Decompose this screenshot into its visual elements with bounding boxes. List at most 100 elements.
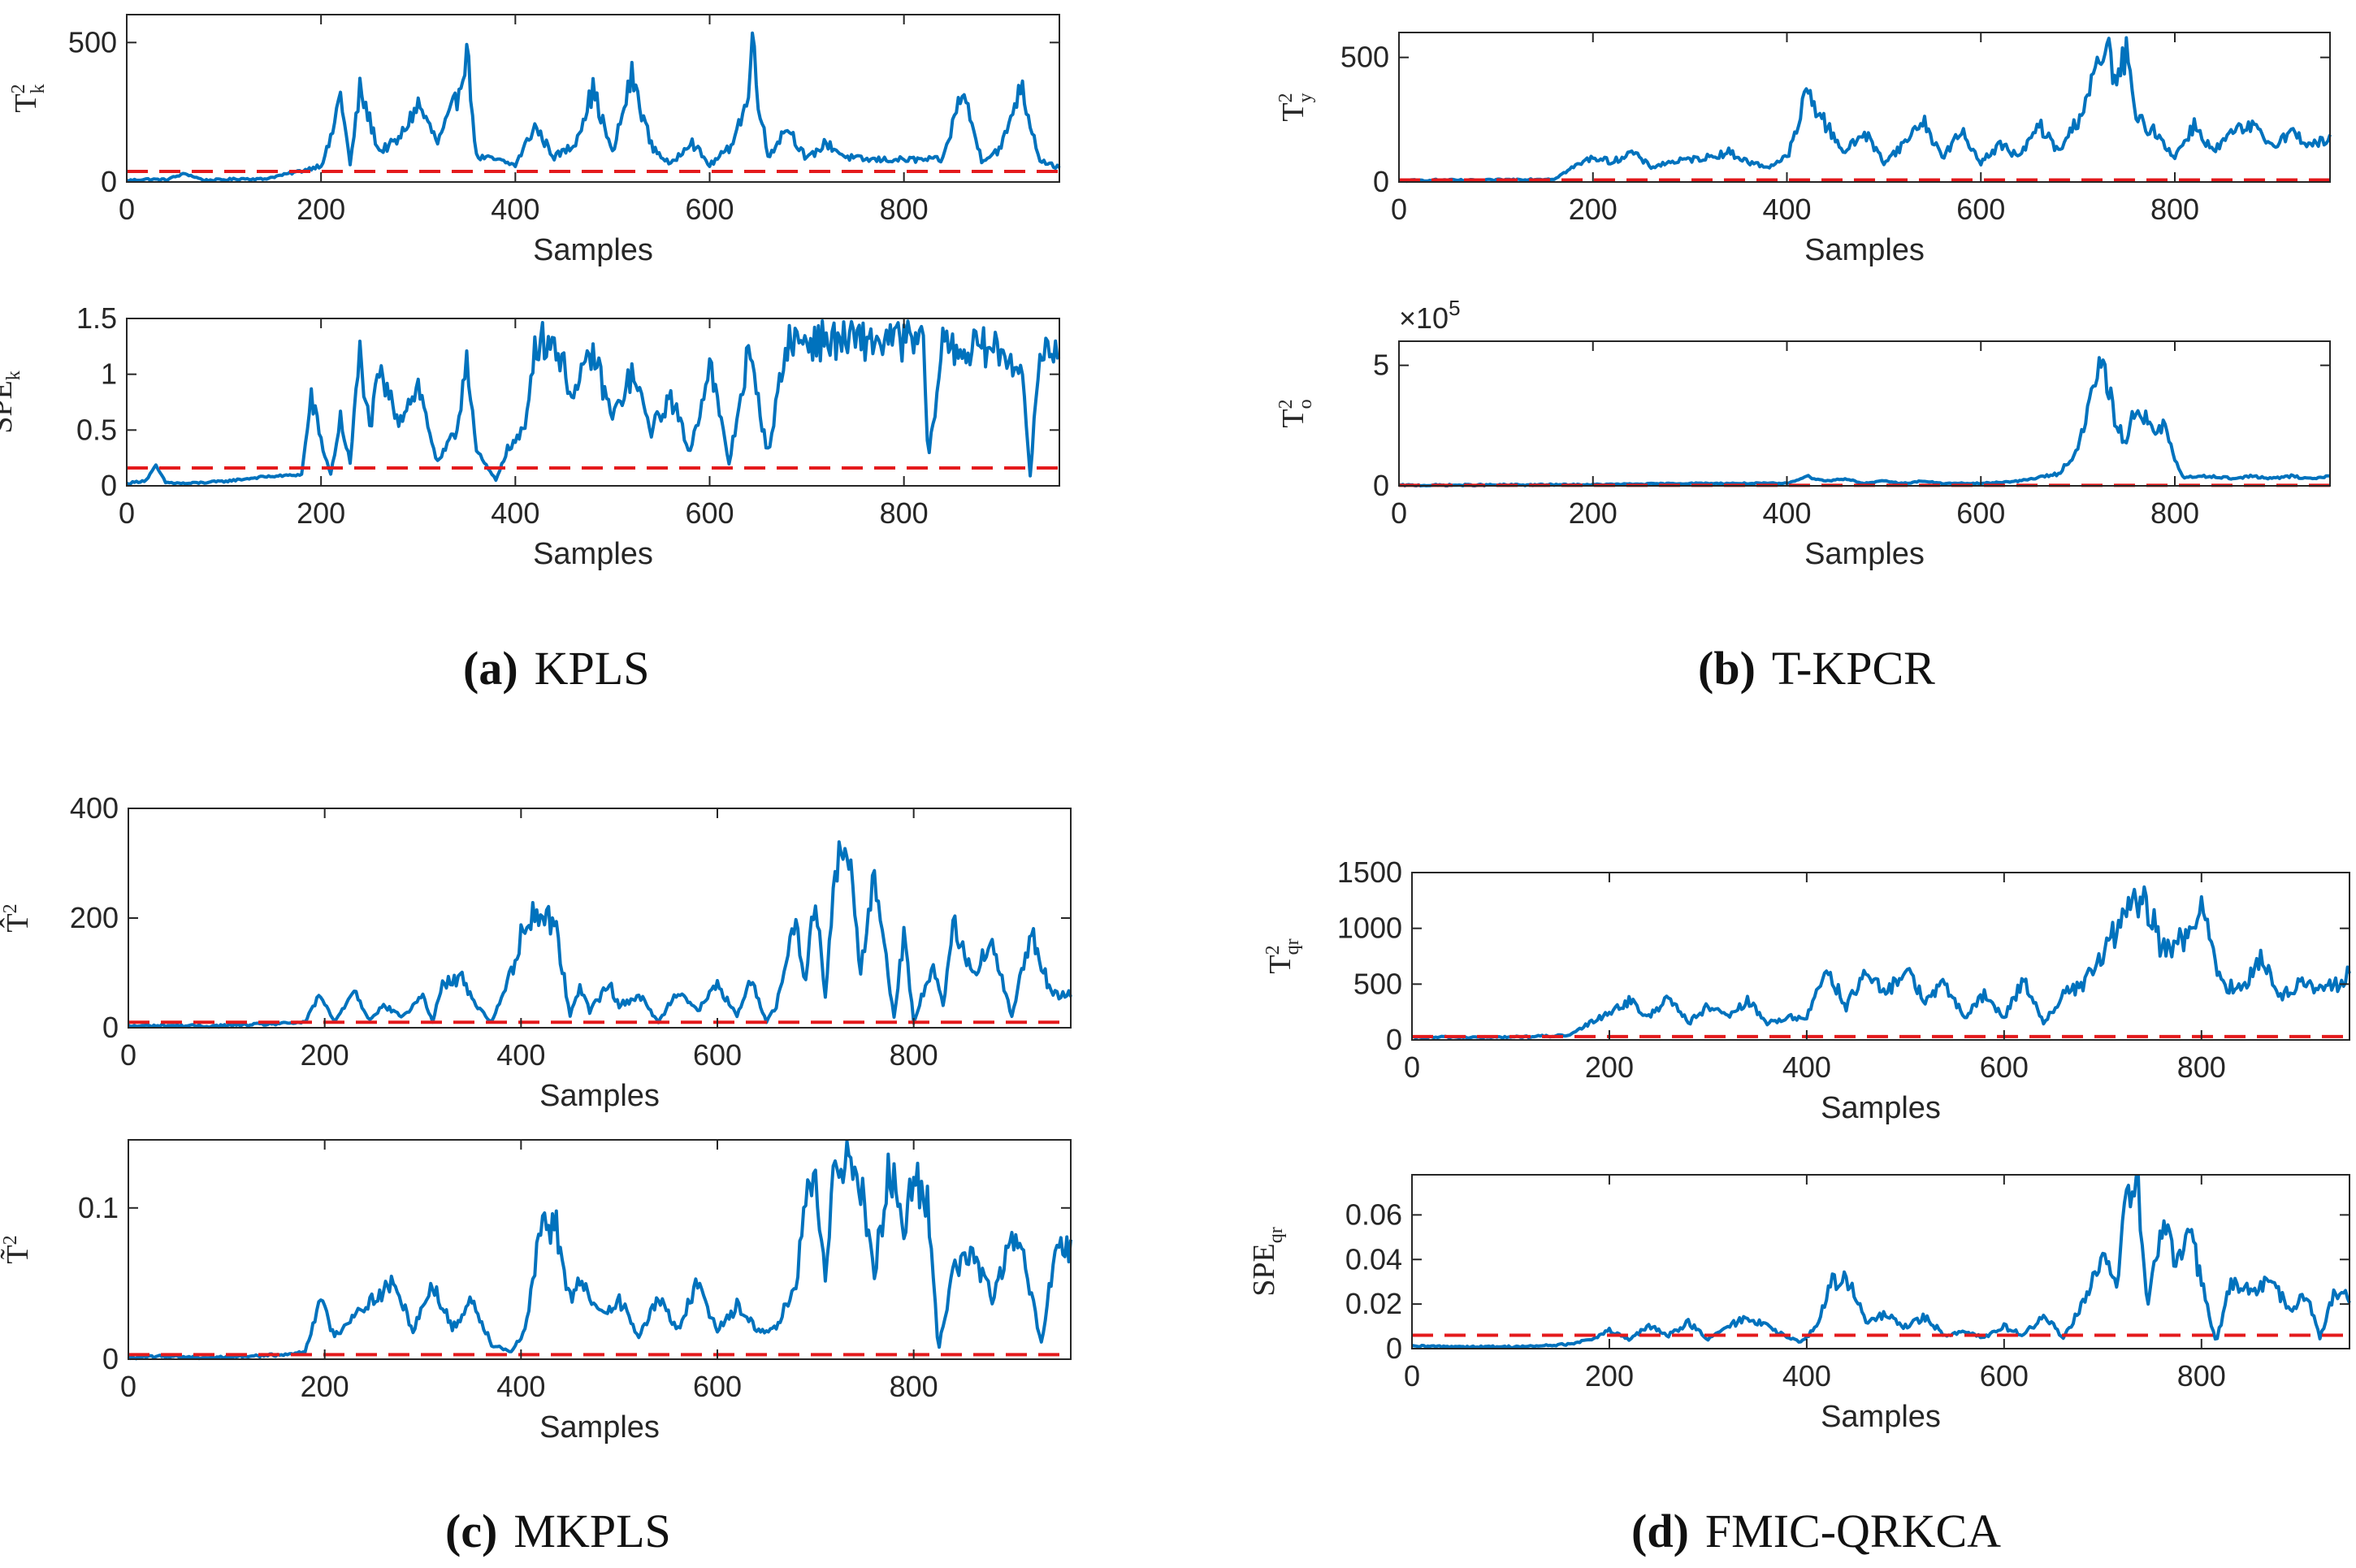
- y-axis-label: SPEqr: [1247, 1227, 1287, 1296]
- axis-box-b1: [1398, 32, 2331, 183]
- chart-c1: 0 200 400 600 800 0 200 400 Samples T̂2: [0, 791, 1072, 1113]
- x-tick-label: 800: [890, 1370, 938, 1403]
- chart-a1: 0 200 400 600 800 0 500 Samples T2k: [8, 14, 1061, 267]
- x-tick-label: 600: [1980, 1359, 2029, 1393]
- x-tick-label: 200: [301, 1370, 349, 1403]
- y-exponent-label: ×105: [1399, 296, 1461, 335]
- chart-d2: 0 200 400 600 800 0 0.02 0.04 0.06 Samples SPEqr: [1247, 1174, 2351, 1434]
- y-axis-label: SPEk: [0, 370, 24, 433]
- y-axis-label: T̃2: [0, 1235, 35, 1263]
- y-axis-label: T2y: [1275, 93, 1316, 121]
- x-tick-label: 400: [1782, 1050, 1831, 1084]
- x-tick-label: 400: [496, 1370, 545, 1403]
- y-exponent-power: 5: [1449, 296, 1460, 320]
- y-tick-label: 0.02: [1345, 1287, 1402, 1320]
- caption-c: (c) MKPLS: [445, 1505, 671, 1557]
- y-label-sub: k: [28, 84, 49, 93]
- series-line-a1: [126, 31, 1061, 183]
- series-line-b2: [1398, 356, 2330, 487]
- caption-d-letter: (d): [1631, 1505, 1689, 1557]
- x-tick-label: 600: [1980, 1050, 2029, 1084]
- x-tick-label: 400: [491, 496, 539, 530]
- axis-box-d2: [1411, 1174, 2350, 1349]
- y-tick-label: 1.5: [76, 301, 117, 335]
- x-tick-label: 400: [491, 193, 539, 226]
- y-label-sup: 2: [1275, 93, 1297, 102]
- y-label-sup: 2: [8, 84, 29, 93]
- y-label-sub: o: [1295, 399, 1316, 409]
- x-tick-label: 800: [880, 193, 929, 226]
- caption-c-letter: (c): [445, 1505, 497, 1557]
- y-label-sub: qr: [1266, 1227, 1287, 1243]
- x-tick-label: 600: [685, 496, 734, 530]
- x-axis-label: Samples: [1821, 1400, 1941, 1434]
- x-axis-label: Samples: [1804, 537, 1925, 571]
- x-tick-label: 600: [1956, 496, 2005, 530]
- chart-b1: 0 200 400 600 800 0 500 Samples T2y: [1275, 32, 2332, 267]
- x-tick-label: 600: [693, 1370, 742, 1403]
- x-tick-label: 0: [1391, 496, 1407, 530]
- x-tick-label: 600: [693, 1038, 742, 1072]
- y-label-sub: k: [3, 370, 24, 380]
- caption-b: (b) T-KPCR: [1698, 642, 1935, 695]
- x-axis-label: Samples: [539, 1410, 660, 1445]
- y-label-base: T: [1276, 102, 1310, 121]
- y-label-base: T: [1263, 955, 1297, 973]
- chart-c2: 0 200 400 600 800 0 0.1 Samples T̃2: [0, 1139, 1072, 1445]
- y-tick-label: 200: [70, 901, 119, 934]
- y-tick-label: 0.1: [78, 1191, 119, 1224]
- x-tick-label: 400: [1782, 1359, 1831, 1393]
- y-label-base: SPE: [0, 380, 19, 433]
- series-line-d1: [1411, 885, 2351, 1040]
- x-tick-label: 0: [1404, 1050, 1420, 1084]
- x-axis-label: Samples: [1804, 233, 1925, 267]
- y-label-base: T̂: [0, 913, 35, 932]
- y-label-base: T: [9, 93, 43, 112]
- y-tick-label: 0.5: [76, 413, 117, 446]
- y-tick-label: 0: [1373, 469, 1389, 502]
- x-axis-label: Samples: [1821, 1091, 1941, 1125]
- y-tick-label: 0: [102, 1011, 119, 1044]
- y-label-sup: 2: [0, 1235, 21, 1245]
- y-tick-label: 0: [101, 469, 117, 502]
- y-axis-label: T2qr: [1262, 938, 1303, 973]
- x-tick-label: 400: [496, 1038, 545, 1072]
- y-tick-label: 1500: [1337, 855, 1402, 889]
- caption-a: (a) KPLS: [463, 642, 649, 695]
- x-tick-label: 600: [1956, 193, 2005, 226]
- x-tick-label: 800: [2150, 193, 2199, 226]
- x-tick-label: 0: [1404, 1359, 1420, 1393]
- caption-a-text: KPLS: [535, 642, 650, 695]
- x-tick-label: 800: [890, 1038, 938, 1072]
- series-line-c2: [127, 1139, 1072, 1361]
- x-tick-label: 800: [880, 496, 929, 530]
- axis-box-c2: [128, 1139, 1072, 1360]
- x-axis-label: Samples: [533, 537, 653, 571]
- x-axis-label: Samples: [539, 1079, 660, 1113]
- y-tick-label: 0.04: [1345, 1242, 1402, 1276]
- y-tick-label: 500: [1340, 41, 1389, 74]
- y-tick-label: 0: [1373, 165, 1389, 198]
- y-tick-label: 0: [1386, 1332, 1402, 1365]
- axis-box-b2: [1398, 340, 2331, 487]
- y-label-sup: 2: [1275, 399, 1297, 409]
- x-tick-label: 200: [1569, 496, 1618, 530]
- axis-box-d1: [1411, 872, 2350, 1041]
- y-exponent-base: ×10: [1399, 301, 1449, 335]
- x-tick-label: 0: [120, 1038, 136, 1072]
- x-tick-label: 200: [301, 1038, 349, 1072]
- x-tick-label: 400: [1762, 193, 1811, 226]
- y-tick-label: 0: [1386, 1023, 1402, 1056]
- y-tick-label: 5: [1373, 349, 1389, 382]
- y-tick-label: 1000: [1337, 912, 1402, 945]
- y-axis-label: T2o: [1275, 399, 1316, 427]
- y-label-sub: qr: [1282, 938, 1303, 955]
- x-tick-label: 0: [119, 193, 135, 226]
- x-tick-label: 200: [297, 193, 345, 226]
- chart-a2: 0 200 400 600 800 0 0.5 1 1.5 Samples SPEk: [0, 301, 1061, 571]
- y-label-sup: 2: [1262, 945, 1284, 955]
- x-tick-label: 800: [2177, 1359, 2226, 1393]
